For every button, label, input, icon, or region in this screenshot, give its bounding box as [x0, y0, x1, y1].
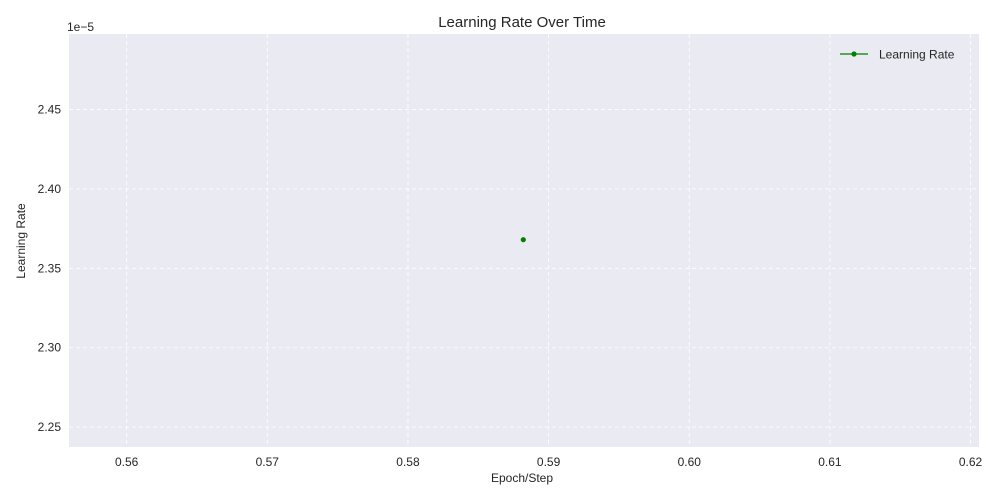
- y-axis-ticks: 2.25 2.30 2.35 2.40 2.45: [38, 102, 62, 434]
- x-tick-label: 0.59: [537, 455, 561, 469]
- legend: Learning Rate: [840, 48, 955, 62]
- x-tick-label: 0.60: [678, 455, 702, 469]
- y-tick-label: 2.25: [38, 420, 62, 434]
- x-tick-label: 0.56: [115, 455, 139, 469]
- series-layer: [520, 237, 526, 243]
- x-tick-label: 0.58: [396, 455, 420, 469]
- y-tick-label: 2.40: [38, 182, 62, 196]
- y-tick-label: 2.30: [38, 341, 62, 355]
- y-axis-offset-label: 1e−5: [67, 20, 94, 34]
- x-axis-label: Epoch/Step: [491, 471, 553, 485]
- x-tick-label: 0.62: [959, 455, 983, 469]
- y-tick-label: 2.35: [38, 261, 62, 275]
- y-tick-label: 2.45: [38, 102, 62, 116]
- y-axis-label: Learning Rate: [14, 203, 28, 279]
- data-point: [520, 237, 526, 243]
- chart-title: Learning Rate Over Time: [438, 14, 606, 31]
- x-axis-ticks: 0.56 0.57 0.58 0.59 0.60 0.61 0.62: [115, 455, 983, 469]
- grid: [69, 34, 979, 447]
- x-tick-label: 0.61: [818, 455, 842, 469]
- legend-marker-icon: [851, 51, 857, 57]
- x-tick-label: 0.57: [256, 455, 280, 469]
- legend-label: Learning Rate: [879, 48, 955, 62]
